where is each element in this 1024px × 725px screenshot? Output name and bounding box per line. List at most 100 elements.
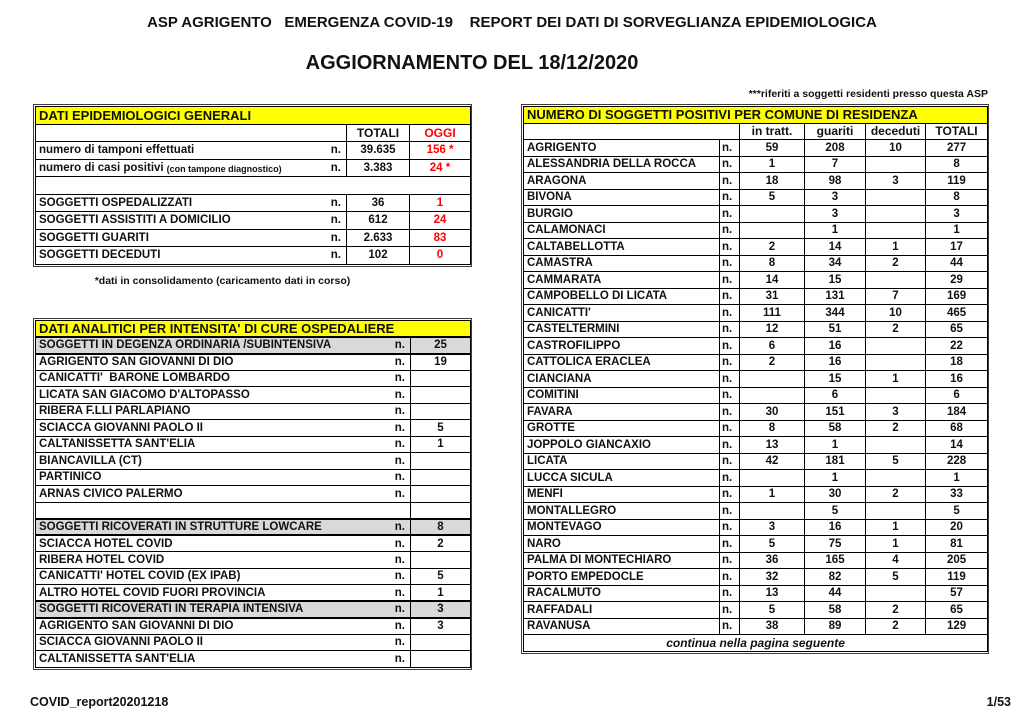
page-title: ASP AGRIGENTO EMERGENZA COVID-19 REPORT … [147, 14, 877, 31]
general-row-totali: 36 [346, 193, 410, 212]
general-row-label-cell: SOGGETTI GUARITI n. [35, 228, 347, 247]
care-row-value: 1 [410, 435, 471, 453]
comuni-row-guariti: 16 [804, 337, 866, 355]
general-footnote: *dati in consolidamento (caricamento dat… [94, 275, 351, 287]
comuni-row-guariti: 34 [804, 254, 866, 272]
comuni-row: CASTROFILIPPO n. 6 16 22 [523, 337, 989, 355]
comuni-row: CAMPOBELLO DI LICATA n. 31 131 7 169 [523, 287, 989, 305]
n-marker: n. [719, 287, 740, 305]
comuni-row-in-tratt [739, 205, 805, 223]
care-row-label-flex: BIANCAVILLA (CT) n. [39, 455, 408, 467]
general-row-label-flex: SOGGETTI ASSISTITI A DOMICILIO n. [39, 214, 344, 226]
comuni-row-in-tratt: 14 [739, 271, 805, 289]
comuni-row-label: RAFFADALI [523, 601, 720, 619]
comuni-row-guariti: 51 [804, 320, 866, 338]
comuni-table: NUMERO DI SOGGETTI POSITIVI PER COMUNE D… [522, 106, 989, 652]
comuni-row-label: CASTROFILIPPO [523, 337, 720, 355]
comuni-row-guariti: 5 [804, 502, 866, 520]
care-row-label-cell: PARTINICO n. [35, 468, 411, 486]
comuni-row: FAVARA n. 30 151 3 184 [523, 403, 989, 421]
care-row: RIBERA F.LLI PARLAPIANO n. [35, 402, 471, 420]
n-marker: n. [719, 353, 740, 371]
care-row-label: CANICATTI' BARONE LOMBARDO [39, 372, 230, 385]
comuni-row: CALAMONACI n. 1 1 [523, 221, 989, 239]
care-row-label-cell: CANICATTI' BARONE LOMBARDO n. [35, 369, 411, 387]
care-row-label: RIBERA HOTEL COVID [39, 553, 165, 566]
left-column: DATI EPIDEMIOLOGICI GENERALI TOTALI OGGI nu… [33, 104, 472, 670]
general-row-totali: 612 [346, 211, 410, 230]
n-marker: n. [394, 553, 405, 566]
general-row [34, 176, 472, 195]
general-spacer-row [34, 176, 472, 195]
care-row-label-flex: CALTANISSETTA SANT'ELIA n. [39, 653, 408, 665]
comuni-row-in-tratt [739, 469, 805, 487]
general-row-totali: 39.635 [346, 141, 410, 160]
general-row-label-cell: numero di tamponi effettuati n. [35, 141, 347, 160]
care-row: CALTANISSETTA SANT'ELIA n. [35, 650, 471, 668]
comuni-row-label: CAMMARATA [523, 271, 720, 289]
comuni-row-in-tratt: 32 [739, 568, 805, 586]
general-col-totali: TOTALI [346, 123, 410, 142]
comuni-row-guariti: 15 [804, 271, 866, 289]
page-subtitle: AGGIORNAMENTO DEL 18/12/2020 [305, 52, 639, 74]
care-row-label-flex: SCIACCA GIOVANNI PAOLO II n. [39, 422, 408, 434]
care-row-label-flex: SCIACCA GIOVANNI PAOLO II n. [39, 636, 408, 648]
comuni-row-guariti: 30 [804, 485, 866, 503]
comuni-row-label: MONTALLEGRO [523, 502, 720, 520]
comuni-row-totali: 81 [924, 535, 989, 553]
comuni-row-label: PALMA DI MONTECHIARO [523, 551, 720, 569]
report-filename: COVID_report20201218 [30, 695, 169, 709]
comuni-row-totali: 6 [924, 386, 989, 404]
care-row-label: CALTANISSETTA SANT'ELIA [39, 652, 196, 665]
care-row: PARTINICO n. [35, 468, 471, 486]
comuni-row-in-tratt: 2 [739, 353, 805, 371]
care-row-value [410, 501, 471, 519]
n-marker: n. [719, 254, 740, 272]
general-row-oggi: 24 * [408, 158, 472, 177]
comuni-row-label: ARAGONA [523, 172, 720, 190]
care-row-label: SOGGETTI RICOVERATI IN TERAPIA INTENSIVA [39, 603, 304, 616]
comuni-row: CALTABELLOTTA n. 2 14 1 17 [523, 238, 989, 256]
n-marker: n. [719, 403, 740, 421]
care-row: ALTRO HOTEL COVID FUORI PROVINCIA n. 1 [35, 584, 471, 602]
comuni-row-totali: 18 [924, 353, 989, 371]
comuni-row: GROTTE n. 8 58 2 68 [523, 419, 989, 437]
n-marker: n. [719, 535, 740, 553]
comuni-row-label: CATTOLICA ERACLEA [523, 353, 720, 371]
comuni-row-guariti: 6 [804, 386, 866, 404]
care-row-label: SCIACCA GIOVANNI PAOLO II [39, 421, 203, 434]
comuni-row-in-tratt: 31 [739, 287, 805, 305]
comuni-row-label: RACALMUTO [523, 584, 720, 602]
comuni-row-deceduti [865, 271, 926, 289]
n-marker: n. [330, 196, 341, 209]
comuni-row-label: BIVONA [523, 188, 720, 206]
comuni-row-in-tratt: 13 [739, 584, 805, 602]
comuni-row-label: CANICATTI' [523, 304, 720, 322]
care-row: LICATA SAN GIACOMO D'ALTOPASSO n. [35, 386, 471, 404]
comuni-row-totali: 8 [924, 155, 989, 173]
general-row-label: numero di tamponi effettuati [39, 144, 195, 157]
comuni-row-deceduti: 2 [865, 254, 926, 272]
general-row-label-cell: numero di casi positivi (con tampone diag… [35, 158, 347, 177]
n-marker: n. [719, 188, 740, 206]
comuni-row-deceduti [865, 584, 926, 602]
comuni-continua-row: continua nella pagina seguente [522, 634, 989, 652]
n-marker: n. [394, 454, 405, 467]
comuni-row-in-tratt: 1 [739, 485, 805, 503]
care-row-value [410, 452, 471, 470]
general-row: SOGGETTI OSPEDALIZZATI n. 36 1 [35, 193, 472, 212]
care-row-value [410, 386, 471, 404]
care-row-label: SOGGETTI IN DEGENZA ORDINARIA /SUBINTENS… [39, 339, 332, 352]
n-marker: n. [719, 419, 740, 437]
comuni-row-label: COMITINI [523, 386, 720, 404]
care-row-label-flex: PARTINICO n. [39, 471, 408, 483]
comuni-row-label: MENFI [523, 485, 720, 503]
comuni-row-in-tratt: 42 [739, 452, 805, 470]
general-row-label-cell: SOGGETTI ASSISTITI A DOMICILIO n. [35, 211, 347, 230]
comuni-row-in-tratt: 30 [739, 403, 805, 421]
n-marker: n. [719, 436, 740, 454]
comuni-row-guariti: 58 [804, 601, 866, 619]
comuni-row-in-tratt: 1 [739, 155, 805, 173]
comuni-row-guariti: 58 [804, 419, 866, 437]
comuni-row: CAMMARATA n. 14 15 29 [523, 271, 989, 289]
